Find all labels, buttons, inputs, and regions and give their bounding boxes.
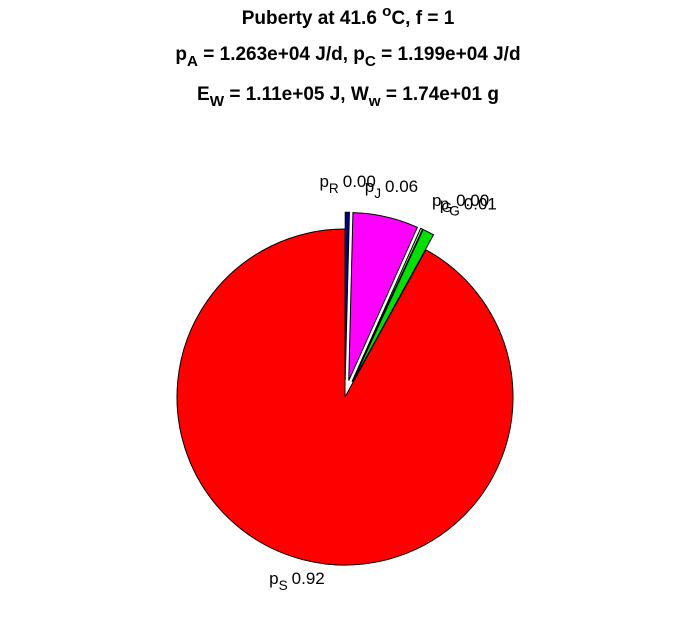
text-part: = 1.74e+01 g <box>381 84 499 105</box>
text-part: G <box>449 204 460 219</box>
text-part: p <box>365 177 374 196</box>
slice-label: pG 0.00 <box>432 191 489 215</box>
text-part: C, f = 1 <box>391 8 454 29</box>
text-part: = 1.199e+04 J/d <box>376 44 521 65</box>
slice-label: pS 0.92 <box>269 569 325 593</box>
value-label: 0.06 <box>385 177 418 196</box>
slice-label: pG 0.01 <box>440 195 497 219</box>
pie-slice <box>351 227 424 382</box>
value-label: 0.92 <box>292 569 325 588</box>
text-part: E <box>197 84 210 105</box>
text-part: w <box>368 93 381 110</box>
slice-label: pR 0.00 <box>319 172 375 196</box>
text-part: A <box>187 53 198 70</box>
value-label: 0.01 <box>464 195 497 214</box>
text-part: p <box>319 172 328 191</box>
pie-slice <box>344 211 350 381</box>
text-part: = 1.11e+05 J, W <box>224 84 369 105</box>
title-line: Puberty at 41.6 oC, f = 1 <box>242 3 455 29</box>
value-label: 0.00 <box>343 172 376 191</box>
pie-slice <box>352 228 435 383</box>
pie-slice <box>348 212 419 381</box>
slice-label: pJ 0.06 <box>365 177 418 201</box>
text-part: p <box>269 569 278 588</box>
text-part: C <box>365 53 376 70</box>
text-part: S <box>279 578 288 593</box>
title-line: EW = 1.11e+05 J, Ww = 1.74e+01 g <box>197 84 499 110</box>
text-part: G <box>441 200 452 215</box>
pie-slice <box>176 228 514 566</box>
text-part: Puberty at 41.6 <box>242 8 382 29</box>
text-part: = 1.263e+04 J/d, p <box>198 44 365 65</box>
text-part: p <box>175 44 187 65</box>
text-part: W <box>210 93 225 110</box>
title-line: pA = 1.263e+04 J/d, pC = 1.199e+04 J/d <box>175 44 520 70</box>
text-part: J <box>374 186 381 201</box>
value-label: 0.00 <box>456 191 489 210</box>
text-part: p <box>440 195 449 214</box>
title: Puberty at 41.6 oC, f = 1 pA = 1.263e+04 … <box>175 3 520 110</box>
text-part: o <box>382 3 391 20</box>
text-part: R <box>329 181 339 196</box>
text-part: p <box>432 191 441 210</box>
